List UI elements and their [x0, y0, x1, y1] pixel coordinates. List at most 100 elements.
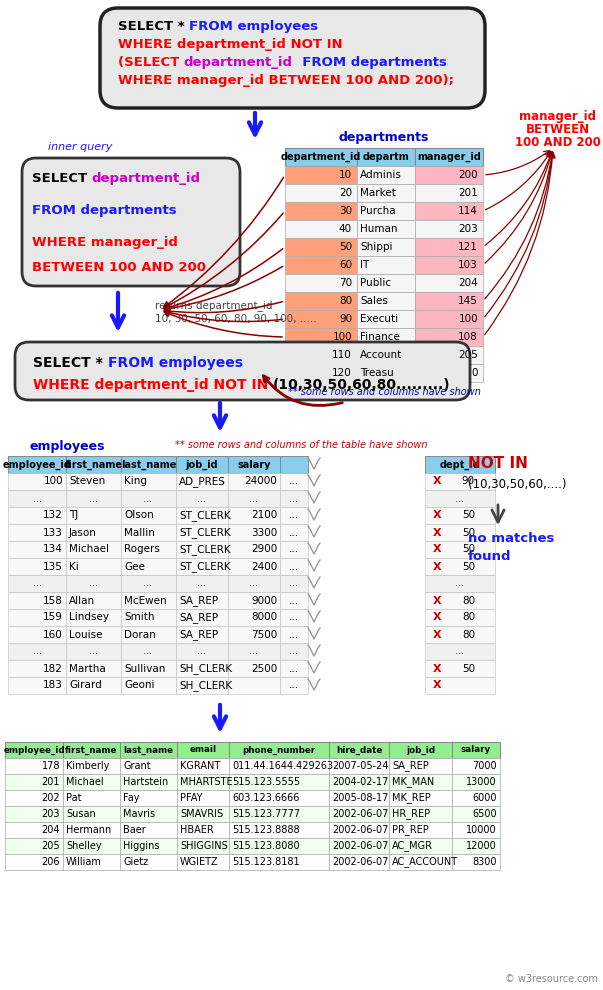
- Text: 515.123.5555: 515.123.5555: [232, 777, 300, 787]
- Text: Executi: Executi: [360, 314, 398, 324]
- Bar: [176, 490, 228, 507]
- Text: X: X: [433, 476, 441, 486]
- Bar: [8, 456, 66, 473]
- Text: Ki: Ki: [69, 561, 79, 571]
- Text: 201: 201: [42, 777, 60, 787]
- Bar: [452, 822, 500, 838]
- Text: SA_REP: SA_REP: [179, 629, 218, 640]
- Text: X: X: [433, 511, 441, 521]
- Text: ...: ...: [289, 578, 298, 588]
- Text: Girard: Girard: [69, 680, 102, 690]
- Text: 100: 100: [332, 332, 352, 342]
- Bar: [329, 822, 389, 838]
- Text: 2100: 2100: [251, 511, 277, 521]
- Text: WHERE manager_id: WHERE manager_id: [32, 236, 178, 249]
- Text: 50: 50: [339, 242, 352, 252]
- Text: 206: 206: [42, 857, 60, 867]
- Text: ST_CLERK: ST_CLERK: [179, 527, 230, 538]
- Bar: [5, 854, 63, 870]
- Bar: [280, 473, 308, 490]
- Text: 2002-06-07: 2002-06-07: [332, 825, 388, 835]
- Bar: [120, 806, 177, 822]
- Bar: [121, 490, 176, 507]
- Text: 160: 160: [43, 630, 63, 640]
- Text: 204: 204: [458, 278, 478, 288]
- Bar: [5, 742, 63, 758]
- Text: 6500: 6500: [472, 809, 497, 819]
- Bar: [228, 592, 280, 609]
- Bar: [63, 822, 120, 838]
- Text: AC_MGR: AC_MGR: [392, 841, 433, 851]
- Bar: [228, 524, 280, 541]
- Bar: [329, 854, 389, 870]
- Text: 108: 108: [458, 332, 478, 342]
- Text: job_id: job_id: [406, 745, 435, 754]
- Text: MHARTSTE: MHARTSTE: [180, 777, 233, 787]
- Bar: [5, 806, 63, 822]
- Text: first_name: first_name: [65, 745, 118, 754]
- Text: SA_REP: SA_REP: [179, 612, 218, 623]
- Bar: [66, 490, 121, 507]
- Text: salary: salary: [237, 459, 271, 469]
- Bar: [66, 609, 121, 626]
- Text: ST_CLERK: ST_CLERK: [179, 561, 230, 572]
- Text: ...: ...: [289, 646, 298, 656]
- Text: 10, 30, 50, 60, 80, 90, 100, .....: 10, 30, 50, 60, 80, 90, 100, .....: [155, 314, 317, 324]
- Bar: [63, 838, 120, 854]
- Bar: [176, 677, 228, 694]
- Bar: [176, 473, 228, 490]
- Text: 3300: 3300: [251, 528, 277, 538]
- Text: Baer: Baer: [123, 825, 146, 835]
- Bar: [425, 541, 495, 558]
- Bar: [63, 774, 120, 790]
- Bar: [5, 758, 63, 774]
- Text: King: King: [124, 476, 147, 486]
- Bar: [176, 541, 228, 558]
- Text: first_name: first_name: [65, 459, 122, 469]
- Text: 2002-06-07: 2002-06-07: [332, 841, 388, 851]
- Text: SA_REP: SA_REP: [392, 760, 429, 771]
- Text: Sales: Sales: [360, 296, 388, 306]
- Bar: [280, 507, 308, 524]
- Text: ...: ...: [289, 561, 299, 571]
- Text: Steven: Steven: [69, 476, 106, 486]
- Bar: [121, 456, 176, 473]
- Bar: [415, 202, 483, 220]
- Bar: [8, 541, 66, 558]
- Text: Martha: Martha: [69, 663, 106, 673]
- Text: BETWEEN 100 AND 200: BETWEEN 100 AND 200: [32, 261, 206, 274]
- Text: ...: ...: [289, 476, 299, 486]
- Bar: [176, 524, 228, 541]
- Text: ST_CLERK: ST_CLERK: [179, 510, 230, 521]
- Bar: [285, 202, 357, 220]
- Text: X: X: [433, 596, 441, 606]
- Text: ...: ...: [250, 578, 259, 588]
- Bar: [357, 346, 415, 364]
- Bar: [63, 758, 120, 774]
- FancyBboxPatch shape: [15, 342, 470, 400]
- Bar: [8, 643, 66, 660]
- Bar: [8, 609, 66, 626]
- Bar: [280, 677, 308, 694]
- Bar: [5, 790, 63, 806]
- Bar: [8, 575, 66, 592]
- Bar: [120, 822, 177, 838]
- Bar: [415, 220, 483, 238]
- Text: 20: 20: [339, 188, 352, 198]
- Text: Hartstein: Hartstein: [123, 777, 168, 787]
- Text: TJ: TJ: [69, 511, 78, 521]
- Text: Doran: Doran: [124, 630, 156, 640]
- Text: HR_REP: HR_REP: [392, 809, 430, 820]
- Bar: [120, 742, 177, 758]
- Text: SELECT *: SELECT *: [118, 20, 189, 33]
- Text: 50: 50: [462, 544, 475, 554]
- Text: ...: ...: [289, 663, 299, 673]
- Text: 100: 100: [458, 314, 478, 324]
- Text: 2400: 2400: [251, 561, 277, 571]
- Bar: [5, 838, 63, 854]
- Bar: [176, 575, 228, 592]
- Bar: [415, 148, 483, 166]
- Text: Geoni: Geoni: [124, 680, 154, 690]
- Text: 145: 145: [458, 296, 478, 306]
- Text: ...: ...: [144, 646, 153, 656]
